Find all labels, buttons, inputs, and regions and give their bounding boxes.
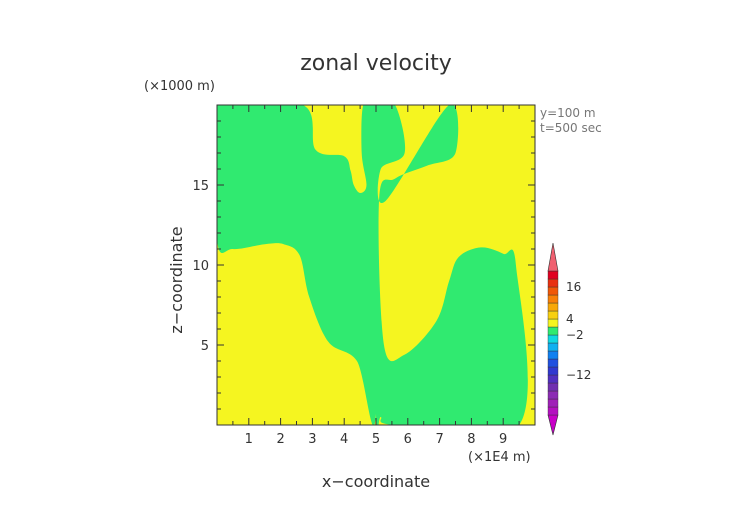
colorbar-segment <box>547 382 559 392</box>
colorbar-high-arrow <box>547 242 559 272</box>
colorbar: 16 4 −2 −12 <box>547 242 591 436</box>
colorbar-segment <box>547 278 559 288</box>
info-line-y: y=100 m <box>540 106 596 120</box>
x-tick-label: 1 <box>245 432 253 447</box>
colorbar-segment <box>547 326 559 336</box>
colorbar-segment <box>547 406 559 416</box>
colorbar-segment <box>547 270 559 280</box>
x-tick-label: 7 <box>435 432 443 447</box>
x-tick-label: 6 <box>404 432 412 447</box>
colorbar-segment <box>547 286 559 296</box>
colorbar-segment <box>547 302 559 312</box>
x-tick-label: 4 <box>340 432 348 447</box>
colorbar-label: 4 <box>566 312 574 326</box>
colorbar-segment <box>547 350 559 360</box>
y-axis-label: z−coordinate <box>167 226 186 333</box>
colorbar-segment <box>547 334 559 344</box>
y-axis-ticks: 5 10 15 <box>192 120 535 410</box>
colorbar-segment <box>547 342 559 352</box>
chart-title: zonal velocity <box>300 51 452 76</box>
colorbar-segment <box>547 374 559 384</box>
y-tick-label: 15 <box>192 179 209 194</box>
contour-region-negative-right <box>374 105 528 425</box>
colorbar-low-arrow <box>547 414 559 436</box>
x-tick-label: 3 <box>308 432 316 447</box>
contour-regions <box>217 105 528 425</box>
colorbar-segment <box>547 358 559 368</box>
x-axis-ticks: 1 2 3 4 5 6 7 8 9 <box>232 105 520 447</box>
y-unit-note: (×1000 m) <box>144 79 215 94</box>
colorbar-segment <box>547 310 559 320</box>
x-tick-label: 8 <box>467 432 475 447</box>
y-tick-label: 10 <box>192 259 209 274</box>
colorbar-label: −12 <box>566 368 591 382</box>
colorbar-segment <box>547 398 559 408</box>
plot-area <box>217 105 535 425</box>
colorbar-label: 16 <box>566 280 581 294</box>
contour-region-negative-main <box>217 105 379 425</box>
colorbar-label: −2 <box>566 328 584 342</box>
y-tick-label: 5 <box>201 339 209 354</box>
colorbar-segment <box>547 366 559 376</box>
x-tick-label: 9 <box>499 432 507 447</box>
colorbar-segment <box>547 390 559 400</box>
x-axis-label: x−coordinate <box>322 472 430 491</box>
x-tick-label: 2 <box>276 432 284 447</box>
colorbar-segment <box>547 318 559 328</box>
colorbar-segment <box>547 294 559 304</box>
x-tick-label: 5 <box>372 432 380 447</box>
x-unit-note: (×1E4 m) <box>468 450 531 465</box>
info-line-t: t=500 sec <box>540 121 602 135</box>
